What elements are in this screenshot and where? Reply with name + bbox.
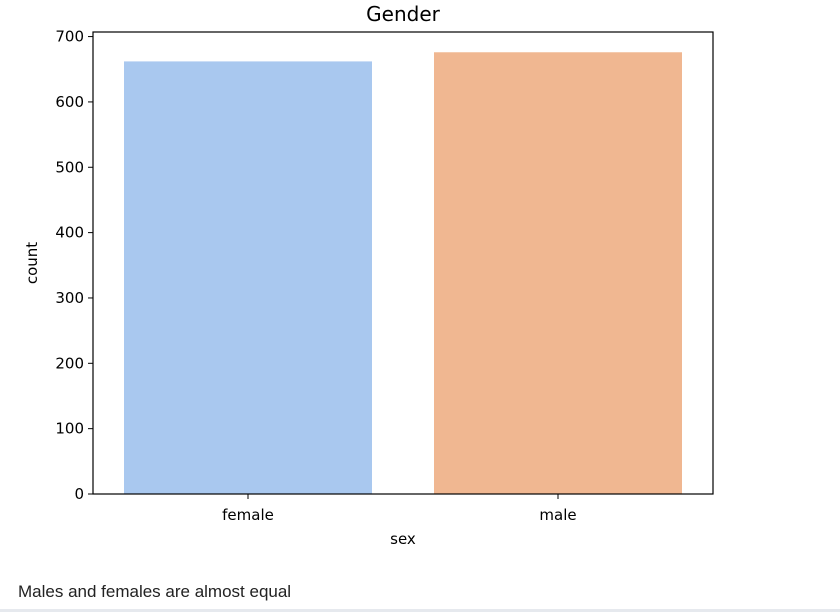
chart-caption: Males and females are almost equal <box>18 582 292 601</box>
y-tick-label: 0 <box>74 485 84 503</box>
bar-chart: Gender 0 100 200 300 400 500 600 700 female male… <box>23 2 714 548</box>
bars-group <box>124 52 682 495</box>
y-axis-label: count <box>23 242 41 284</box>
bar-female <box>124 61 372 494</box>
y-tick-label: 200 <box>55 354 84 372</box>
x-axis-label: sex <box>390 530 416 548</box>
y-tick-label: 300 <box>55 289 84 307</box>
bar-male <box>434 52 682 495</box>
x-tick-label: female <box>222 506 274 524</box>
x-tick-label: male <box>539 506 576 524</box>
y-axis: 0 100 200 300 400 500 600 700 <box>55 28 93 503</box>
plot-frame <box>92 31 714 495</box>
y-tick-label: 700 <box>55 28 84 46</box>
chart-title: Gender <box>366 2 440 26</box>
y-tick-label: 600 <box>55 93 84 111</box>
y-tick-label: 100 <box>55 420 84 438</box>
y-tick-label: 400 <box>55 224 84 242</box>
x-axis: female male <box>222 494 577 524</box>
bottom-divider <box>0 609 840 612</box>
y-tick-label: 500 <box>55 158 84 176</box>
